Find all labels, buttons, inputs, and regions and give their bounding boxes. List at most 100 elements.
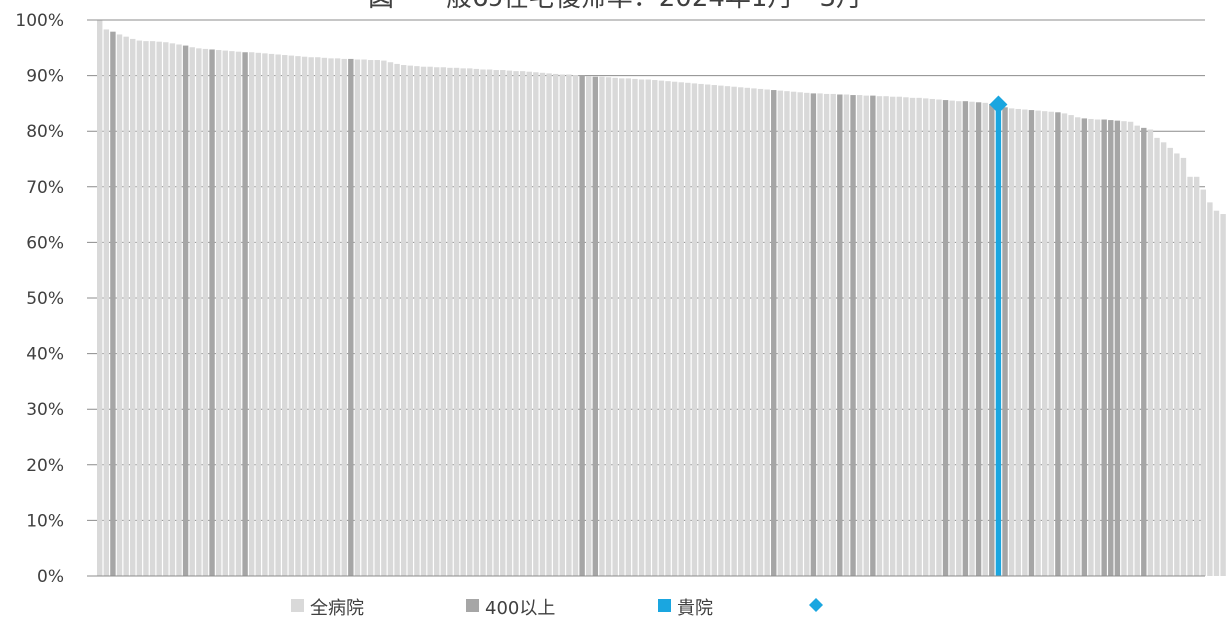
bar-all-hospitals bbox=[863, 95, 869, 576]
legend-swatch bbox=[658, 599, 671, 612]
bar-all-hospitals bbox=[215, 50, 222, 577]
bar-all-hospitals bbox=[123, 36, 129, 577]
bar-all-hospitals bbox=[1088, 118, 1094, 576]
bar-all-hospitals bbox=[619, 78, 625, 576]
bar-all-hospitals bbox=[724, 86, 731, 576]
y-tick-label: 20% bbox=[26, 456, 64, 476]
bar-all-hospitals bbox=[1134, 125, 1140, 576]
bar-all-hospitals bbox=[671, 81, 678, 576]
bar-400-plus bbox=[1028, 110, 1035, 577]
bar-all-hospitals bbox=[1180, 157, 1187, 576]
bar-all-hospitals bbox=[189, 47, 195, 576]
bar-all-hospitals bbox=[400, 65, 407, 576]
bar-all-hospitals bbox=[328, 58, 334, 576]
bar-all-hospitals bbox=[645, 79, 651, 576]
bar-all-hospitals bbox=[1174, 153, 1180, 576]
legend-diamond-swatch bbox=[809, 598, 823, 612]
bar-all-hospitals bbox=[790, 91, 797, 576]
bar-all-hospitals bbox=[321, 57, 328, 577]
bar-all-hospitals bbox=[969, 101, 975, 577]
bar-all-hospitals bbox=[625, 78, 632, 576]
bar-all-hospitals bbox=[1022, 109, 1028, 577]
y-tick-label: 90% bbox=[26, 67, 64, 87]
self-marker-diamond bbox=[989, 95, 1008, 114]
bar-all-hospitals bbox=[797, 92, 803, 576]
bar-all-hospitals bbox=[982, 102, 988, 577]
bar-all-hospitals bbox=[486, 69, 493, 576]
bar-all-hospitals bbox=[453, 67, 460, 576]
bar-all-hospitals bbox=[1121, 121, 1127, 576]
bar-all-hospitals bbox=[1127, 121, 1134, 577]
bar-all-hospitals bbox=[506, 70, 513, 576]
bar-all-hospitals bbox=[744, 87, 751, 576]
bar-all-hospitals bbox=[196, 48, 202, 576]
bar-all-hospitals bbox=[605, 77, 612, 576]
bar-all-hospitals bbox=[823, 93, 830, 576]
bar-all-hospitals bbox=[282, 55, 288, 576]
bar-all-hospitals bbox=[916, 97, 922, 576]
bar-all-hospitals bbox=[889, 96, 896, 576]
bar-all-hospitals bbox=[830, 93, 836, 576]
bar-all-hospitals bbox=[1048, 111, 1054, 577]
bar-all-hospitals bbox=[341, 58, 347, 577]
bar-400-plus bbox=[348, 58, 354, 577]
chart-title: 図 一般6э在宅復帰率：2024年1月～3月 bbox=[368, 0, 862, 13]
legend-all-hospitals: 全病院 bbox=[291, 598, 364, 619]
bar-all-hospitals bbox=[354, 59, 361, 576]
bar-all-hospitals bbox=[500, 70, 506, 576]
legend-self-marker bbox=[809, 598, 823, 612]
bar-all-hospitals bbox=[1213, 210, 1220, 576]
bar-400-plus bbox=[1114, 120, 1121, 577]
bar-all-hospitals bbox=[434, 67, 440, 576]
bar-all-hospitals bbox=[149, 41, 156, 577]
bar-all-hospitals bbox=[268, 53, 275, 576]
bar-all-hospitals bbox=[163, 42, 169, 577]
bar-all-hospitals bbox=[176, 44, 182, 577]
bar-all-hospitals bbox=[447, 67, 453, 576]
bar-all-hospitals bbox=[1094, 119, 1101, 577]
bar-all-hospitals bbox=[678, 82, 684, 576]
bar-all-hospitals bbox=[202, 48, 209, 577]
bar-self-hospital bbox=[995, 105, 1002, 577]
bar-all-hospitals bbox=[169, 43, 176, 577]
bar-400-plus bbox=[1101, 119, 1107, 577]
bar-all-hospitals bbox=[526, 71, 532, 576]
bar-all-hospitals bbox=[473, 68, 480, 576]
y-axis: 0% 10% 20% 30% 40% 50% 60% 70% 80% 90% 100% bbox=[15, 11, 1205, 587]
bar-all-hospitals bbox=[1008, 108, 1015, 577]
bar-all-hospitals bbox=[315, 57, 321, 576]
bar-all-hospitals bbox=[334, 58, 341, 576]
bar-all-hospitals bbox=[248, 52, 255, 577]
bar-400-plus bbox=[1108, 120, 1114, 576]
bar-all-hospitals bbox=[566, 74, 572, 576]
bar-all-hospitals bbox=[1075, 117, 1081, 577]
bar-400-plus bbox=[771, 90, 777, 576]
bar-all-hospitals bbox=[685, 82, 691, 576]
y-tick-label: 100% bbox=[15, 11, 64, 31]
bar-all-hospitals bbox=[1154, 137, 1160, 576]
bar-400-plus bbox=[209, 49, 215, 576]
bar-all-hospitals bbox=[407, 65, 414, 576]
bar-all-hospitals bbox=[731, 86, 737, 576]
bar-all-hospitals bbox=[1035, 110, 1041, 577]
bar-all-hospitals bbox=[1160, 142, 1167, 576]
bar-all-hospitals bbox=[638, 79, 645, 576]
bar-all-hospitals bbox=[883, 96, 889, 576]
bar-all-hospitals bbox=[420, 66, 427, 576]
y-tick-label: 80% bbox=[26, 122, 64, 142]
bar-all-hospitals bbox=[1167, 147, 1173, 576]
bar-all-hospitals bbox=[381, 60, 387, 576]
bar-all-hospitals bbox=[222, 50, 228, 576]
bar-400-plus bbox=[182, 45, 189, 577]
legend-label: 全病院 bbox=[310, 598, 364, 619]
bar-all-hospitals bbox=[586, 76, 592, 576]
legend: 全病院 400以上 貴院 bbox=[291, 598, 823, 619]
bar-all-hospitals bbox=[97, 20, 103, 576]
bar-all-hospitals bbox=[665, 81, 671, 576]
y-tick-label: 0% bbox=[37, 567, 64, 587]
bar-all-hospitals bbox=[361, 59, 367, 576]
bar-all-hospitals bbox=[480, 69, 486, 576]
y-tick-label: 60% bbox=[26, 233, 64, 253]
bar-400-plus bbox=[579, 75, 585, 576]
bar-all-hospitals bbox=[737, 87, 744, 576]
